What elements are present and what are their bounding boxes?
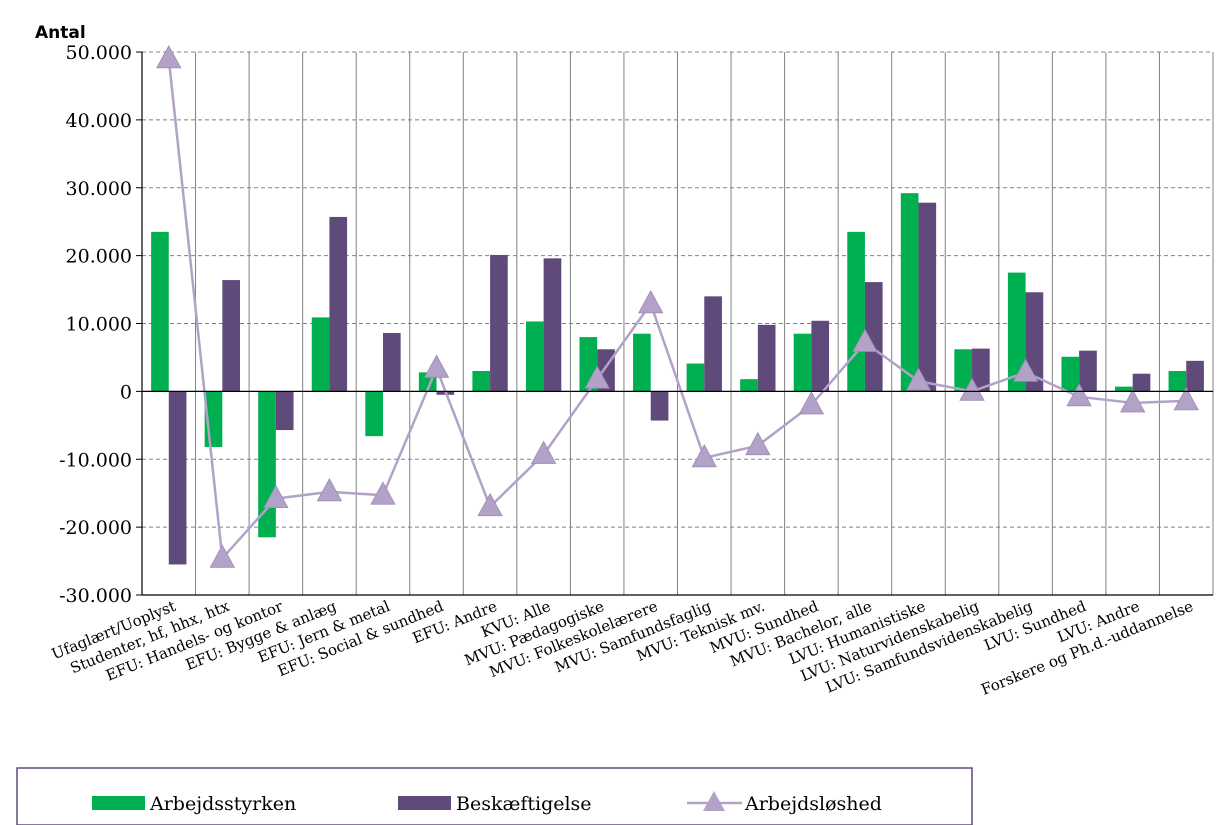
arbejdsloshed-point-17 xyxy=(1066,382,1092,407)
arbejdsloshed-point-12 xyxy=(798,391,825,415)
beskaeftigelse-bar-15 xyxy=(972,348,990,392)
bars xyxy=(151,193,1204,565)
beskaeftigelse-bar-0 xyxy=(168,391,187,565)
y-tick-label-1: 40.000 xyxy=(66,110,132,132)
legend-marker-arbejdsloshed xyxy=(703,791,725,811)
arbejdsloshed-point-4 xyxy=(370,481,396,505)
arbejdsstyrken-bar-7 xyxy=(525,321,544,392)
arbejdsloshed-point-16 xyxy=(1012,358,1039,382)
beskaeftigelse-bar-14 xyxy=(918,202,937,392)
beskaeftigelse-bar-7 xyxy=(543,258,562,392)
arbejdsloshed-point-14 xyxy=(905,367,932,391)
arbejdsloshed-point-10 xyxy=(691,444,717,468)
axes xyxy=(136,51,1213,596)
arbejdsloshed-point-1 xyxy=(209,544,235,568)
y-tick-label-2: 30.000 xyxy=(66,178,132,200)
arbejdsloshed-point-2 xyxy=(263,484,289,509)
beskaeftigelse-bar-9 xyxy=(650,391,669,421)
beskaeftigelse-bar-17 xyxy=(1079,350,1097,392)
arbejdsstyrken-bar-15 xyxy=(954,349,973,392)
arbejdsstyrken-bar-14 xyxy=(900,193,919,392)
beskaeftigelse-bar-3 xyxy=(329,216,348,392)
beskaeftigelse-bar-11 xyxy=(757,324,776,392)
arbejdsstyrken-bar-19 xyxy=(1168,371,1187,392)
arbejdsstyrken-bar-10 xyxy=(686,363,705,392)
arbejdsstyrken-bar-18 xyxy=(1115,386,1133,392)
arbejdsstyrken-bar-4 xyxy=(365,391,383,437)
y-tick-labels: 50.000 40.000 30.000 20.000 10.000 0 -10.000 -2… xyxy=(59,42,132,607)
arbejdsstyrken-bar-12 xyxy=(793,333,812,392)
y-tick-label-3: 20.000 xyxy=(66,246,132,268)
arbejdsloshed-point-0 xyxy=(156,44,182,69)
gridlines xyxy=(142,51,1214,596)
arbejdsloshed-point-19 xyxy=(1173,387,1199,411)
beskaeftigelse-bar-18 xyxy=(1132,373,1151,392)
arbejdsloshed-point-15 xyxy=(959,377,985,401)
arbejdsstyrken-bar-17 xyxy=(1061,356,1080,392)
legend-box xyxy=(16,767,973,825)
beskaeftigelse-bar-2 xyxy=(275,391,294,431)
arbejdsloshed-point-6 xyxy=(477,492,503,517)
y-tick-label-5: 0 xyxy=(120,381,132,403)
beskaeftigelse-bar-13 xyxy=(864,282,883,392)
y-tick-label-7: -20.000 xyxy=(59,517,132,539)
legend-label-arbejdsstyrken: Arbejdsstyrken xyxy=(149,793,296,815)
arbejdsstyrken-bar-11 xyxy=(740,379,758,392)
legend-label-beskaeftigelse: Beskæftigelse xyxy=(456,793,592,815)
beskaeftigelse-bar-6 xyxy=(490,254,508,392)
arbejdsloshed-point-3 xyxy=(316,477,343,502)
unemployment-line xyxy=(156,44,1199,568)
arbejdsloshed-point-9 xyxy=(638,289,664,314)
arbejdsloshed-point-8 xyxy=(584,365,610,389)
beskaeftigelse-bar-1 xyxy=(222,280,240,392)
y-tick-label-0: 50.000 xyxy=(66,42,132,64)
arbejdsloshed-point-7 xyxy=(530,440,557,464)
arbejdsloshed-point-13 xyxy=(852,328,878,352)
y-tick-label-8: -30.000 xyxy=(59,585,132,607)
y-axis-title: Antal xyxy=(35,23,86,43)
beskaeftigelse-bar-4 xyxy=(382,333,401,392)
arbejdsloshed-point-11 xyxy=(745,431,771,456)
beskaeftigelse-bar-19 xyxy=(1186,360,1204,392)
arbejdsstyrken-bar-13 xyxy=(847,231,865,392)
arbejdsstyrken-bar-6 xyxy=(472,371,491,392)
arbejdsloshed-point-5 xyxy=(423,354,450,378)
beskaeftigelse-bar-16 xyxy=(1025,292,1044,392)
arbejdsloshed-point-18 xyxy=(1120,389,1146,413)
legend-label-arbejdsloshed: Arbejdsløshed xyxy=(744,793,882,815)
beskaeftigelse-bar-12 xyxy=(811,320,830,392)
legend-swatch-beskaeftigelse xyxy=(398,796,451,810)
legend-swatch-arbejdsstyrken xyxy=(92,796,145,810)
arbejdsstyrken-bar-3 xyxy=(311,317,330,392)
beskaeftigelse-bar-10 xyxy=(704,296,722,392)
arbejdsstyrken-bar-9 xyxy=(633,333,651,392)
legend: Arbejdsstyrken Beskæftigelse Arbejdsløshed xyxy=(16,767,973,825)
y-tick-label-4: 10.000 xyxy=(66,314,132,336)
arbejdsstyrken-bar-16 xyxy=(1007,272,1026,392)
y-tick-label-6: -10.000 xyxy=(59,449,132,471)
arbejdsstyrken-bar-0 xyxy=(151,231,169,392)
